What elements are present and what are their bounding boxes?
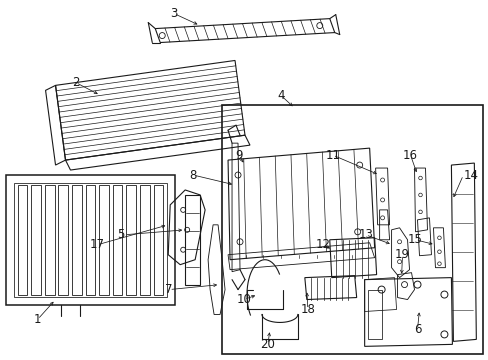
Text: 15: 15 [407, 233, 422, 246]
Text: 17: 17 [90, 238, 105, 251]
Bar [113, 185, 122, 294]
Text: 13: 13 [358, 228, 372, 241]
Text: 12: 12 [315, 238, 329, 251]
Text: 19: 19 [394, 248, 409, 261]
Text: 7: 7 [165, 283, 173, 296]
Bar [222, 105, 482, 354]
Bar [72, 185, 81, 294]
Bar [153, 185, 163, 294]
Bar [85, 185, 95, 294]
Text: 3: 3 [170, 7, 178, 20]
Text: 4: 4 [277, 89, 284, 102]
Text: 14: 14 [463, 168, 477, 181]
Text: 5: 5 [117, 228, 124, 241]
Text: 2: 2 [72, 76, 79, 89]
Bar [45, 185, 55, 294]
Text: 11: 11 [325, 149, 340, 162]
Bar [140, 185, 149, 294]
Bar [18, 185, 27, 294]
Text: 10: 10 [236, 293, 251, 306]
Text: 18: 18 [300, 303, 315, 316]
Text: 20: 20 [260, 338, 275, 351]
Bar [58, 185, 68, 294]
Text: 8: 8 [189, 168, 197, 181]
Text: 1: 1 [34, 313, 41, 326]
Text: 9: 9 [235, 149, 242, 162]
Bar [126, 185, 136, 294]
Bar [99, 185, 109, 294]
Bar [31, 185, 41, 294]
Text: 16: 16 [402, 149, 417, 162]
Text: 6: 6 [413, 323, 420, 336]
